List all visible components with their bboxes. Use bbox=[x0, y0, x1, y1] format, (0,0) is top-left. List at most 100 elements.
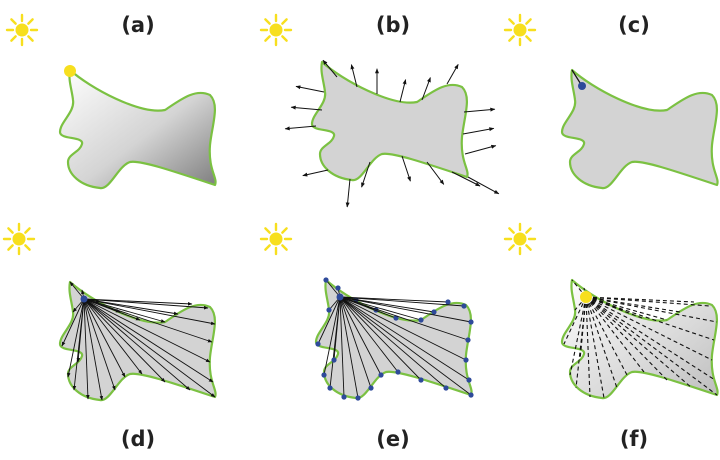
dashed-ray bbox=[585, 296, 618, 389]
dashed-ray bbox=[585, 296, 645, 373]
dashed-ray bbox=[585, 296, 591, 398]
sun-icon-a bbox=[5, 13, 39, 47]
ray-line bbox=[339, 296, 422, 321]
panel-label-b: (b) bbox=[376, 13, 410, 37]
ray-line bbox=[339, 296, 469, 341]
surface-normal-arrow bbox=[421, 77, 431, 101]
ray-arrow bbox=[83, 298, 143, 375]
ray-line bbox=[323, 296, 341, 376]
ray-hit-point bbox=[395, 369, 401, 375]
surface-normal-arrow bbox=[401, 155, 411, 182]
ray-arrow bbox=[83, 298, 191, 391]
panel-label-f: (f) bbox=[620, 427, 648, 451]
sun-icon-f bbox=[503, 222, 537, 256]
ray-hit-point bbox=[418, 317, 424, 323]
ray-hit-point bbox=[355, 395, 361, 401]
dashed-ray bbox=[579, 296, 587, 361]
ray-origin-point bbox=[80, 295, 88, 303]
ray-hit-point bbox=[368, 385, 374, 391]
surface-normal-arrow bbox=[361, 161, 371, 188]
surface-normal-arrow bbox=[426, 161, 445, 185]
ray-arrow bbox=[83, 298, 211, 363]
ray-line bbox=[339, 296, 467, 361]
surface-normal-arrow bbox=[467, 176, 500, 195]
shape-outline-c bbox=[560, 68, 719, 190]
sun-icon-d bbox=[2, 222, 36, 256]
surface-normal-arrow bbox=[446, 63, 459, 85]
surface-normal-arrow bbox=[322, 59, 338, 78]
ray-line bbox=[339, 296, 470, 381]
ray-hit-point bbox=[341, 394, 347, 400]
shape-outline-a bbox=[58, 68, 217, 190]
ray-line bbox=[339, 296, 472, 396]
ray-arrow bbox=[83, 298, 193, 306]
ray-hit-point bbox=[465, 337, 471, 343]
ray-line bbox=[317, 296, 341, 345]
ray-hit-point bbox=[327, 385, 333, 391]
panel-label-d: (d) bbox=[121, 427, 155, 451]
ray-arrow bbox=[83, 298, 214, 383]
ray-line bbox=[339, 296, 399, 373]
light-source-point bbox=[64, 65, 76, 77]
ray-arrow bbox=[83, 298, 166, 383]
ray-arrow bbox=[61, 298, 85, 347]
ray-line bbox=[339, 296, 435, 313]
dashed-ray bbox=[585, 296, 668, 321]
surface-normal-arrow bbox=[284, 125, 317, 131]
surface-normal-arrow bbox=[290, 105, 323, 111]
ray-arrow bbox=[83, 298, 90, 400]
ray-line bbox=[325, 279, 341, 298]
dashed-ray bbox=[585, 296, 716, 381]
sample-point bbox=[578, 82, 586, 90]
ray-line bbox=[333, 296, 341, 361]
surface-normal-arrow bbox=[295, 85, 325, 93]
ray-arrow bbox=[83, 298, 116, 391]
ray-line bbox=[339, 296, 449, 303]
ray-hit-point bbox=[331, 357, 337, 363]
ray-hit-point bbox=[335, 285, 341, 291]
ray-line bbox=[339, 296, 345, 398]
ray-line bbox=[339, 296, 359, 399]
panel-label-e: (e) bbox=[376, 427, 409, 451]
ray-arrow bbox=[83, 298, 213, 343]
ray-origin-point bbox=[336, 293, 344, 301]
ray-hit-point bbox=[321, 372, 327, 378]
ray-arrow bbox=[83, 298, 216, 326]
ray-line bbox=[339, 296, 372, 389]
ray-line bbox=[339, 296, 422, 381]
dashed-ray bbox=[585, 296, 713, 361]
ray-line bbox=[339, 296, 472, 323]
dashed-ray bbox=[585, 296, 693, 389]
ray-hit-point bbox=[431, 309, 437, 315]
surface-normal-arrow bbox=[462, 127, 495, 135]
ray-line bbox=[339, 296, 447, 389]
ray-hit-point bbox=[378, 372, 384, 378]
dashed-ray bbox=[585, 296, 628, 376]
surface-normal-arrow bbox=[399, 79, 407, 103]
surface-normal-arrow bbox=[350, 64, 358, 88]
surface-normal-arrow bbox=[451, 171, 481, 187]
dashed-ray bbox=[585, 296, 718, 396]
ray-arrow bbox=[83, 298, 216, 398]
ray-hit-point bbox=[326, 307, 332, 313]
ray-hit-point bbox=[466, 377, 472, 383]
ray-hit-point bbox=[315, 341, 321, 347]
sun-icon-b bbox=[259, 13, 293, 47]
dashed-ray bbox=[585, 296, 668, 381]
ray-hit-point bbox=[468, 319, 474, 325]
ray-arrow bbox=[67, 298, 85, 378]
surface-normal-arrow bbox=[463, 107, 496, 113]
ray-arrow bbox=[83, 298, 126, 378]
ray-hit-point bbox=[418, 377, 424, 383]
ray-hit-point bbox=[468, 392, 474, 398]
ray-line bbox=[339, 296, 465, 307]
ray-line bbox=[339, 296, 382, 376]
surface-normal-arrow bbox=[302, 169, 329, 177]
ray-hit-point bbox=[461, 303, 467, 309]
dashed-ray bbox=[585, 296, 718, 323]
panel-label-c: (c) bbox=[618, 13, 650, 37]
dashed-ray bbox=[569, 296, 587, 376]
ray-hit-point bbox=[445, 299, 451, 305]
ray-arrow bbox=[83, 298, 166, 323]
